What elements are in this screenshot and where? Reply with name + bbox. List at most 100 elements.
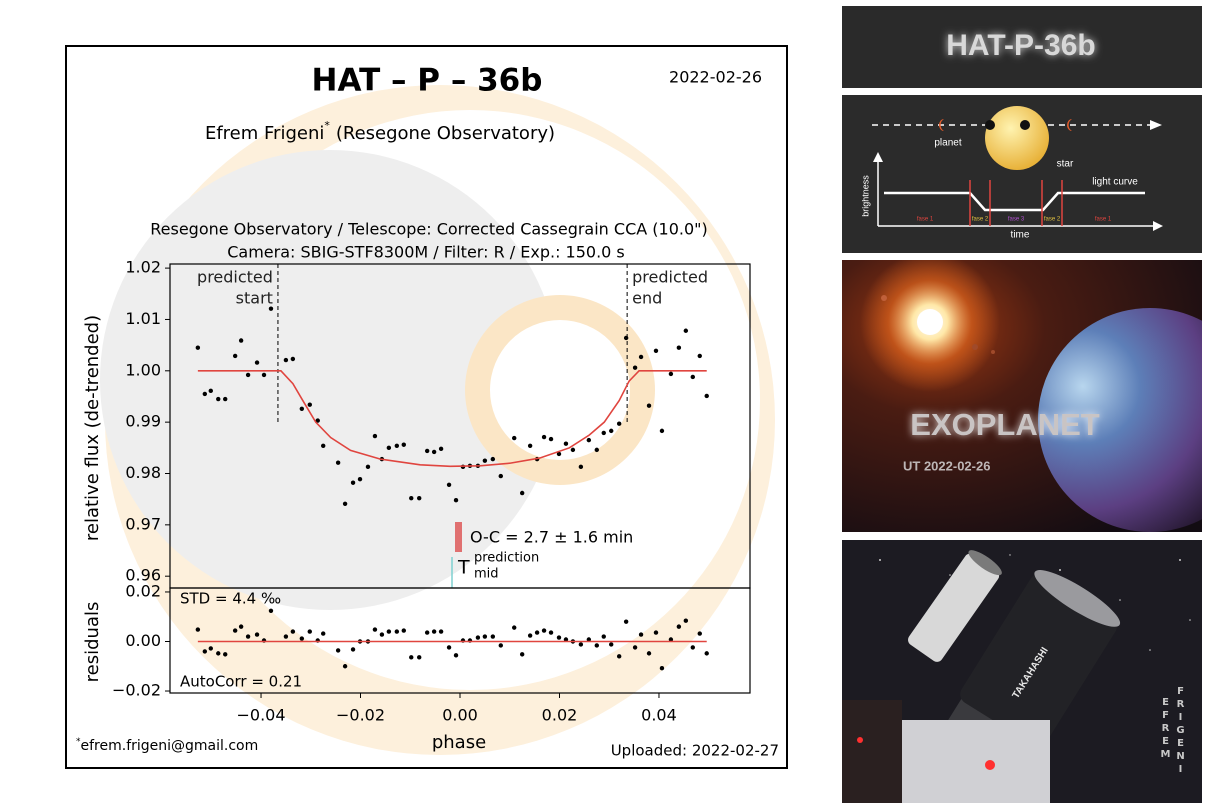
data-point [438,629,444,634]
data-point [335,648,341,653]
data-point [299,406,305,411]
data-point [570,447,576,453]
author-mark: * [324,119,330,132]
data-point [394,629,400,634]
y-tick-label: 0.97 [125,514,161,533]
data-point [431,629,437,634]
email-mark: * [76,737,81,747]
data-point [424,448,430,454]
o-c-bar [455,522,462,552]
data-point [254,632,260,637]
o-c-label: O-C = 2.7 ± 1.6 min [470,528,633,547]
data-point [704,651,709,656]
data-point [232,628,238,633]
x-axis-label: phase [432,732,486,753]
data-point [512,435,517,441]
data-point [394,443,400,448]
data-point [609,642,614,647]
data-point [609,428,614,434]
data-point [417,495,422,501]
data-point [586,437,592,443]
data-point [653,348,659,353]
data-point [216,651,221,656]
data-point [379,632,385,637]
y-tick-label: 0.98 [125,463,161,482]
data-point [195,627,201,632]
tmid-symbol: T [457,557,470,579]
data-point [527,443,533,448]
data-point [586,637,592,642]
frame [65,45,788,769]
data-point [365,464,371,470]
data-point [216,396,221,402]
photo-credit: FRIGENI [1175,686,1186,777]
data-point [357,476,363,482]
data-point [690,645,695,650]
data-point [223,396,228,402]
setup-line: Resegone Observatory / Telescope: Correc… [150,220,708,239]
x-tick-label: 0.04 [641,706,677,725]
data-point [283,357,289,363]
banner-panel [842,6,1202,88]
data-point [659,666,665,671]
data-point [519,652,525,657]
plot-frame [169,587,751,694]
photo: TAKAHASHI EFREM FRIGENI [842,540,1202,803]
data-point [638,632,644,637]
data-point [697,353,702,359]
data-point [342,501,348,506]
data-point [335,460,341,465]
transit-diagram: planet star light curve brightness time … [842,95,1202,253]
data-point [290,356,296,362]
photo-credit: EFREM [1160,697,1171,762]
poster-title: EXOPLANET [910,407,1100,442]
data-point [283,634,289,639]
data-point [683,618,689,623]
chart-date: 2022-02-26 [669,68,762,87]
data-point [475,635,481,640]
y-tick-label: 0.96 [125,566,161,585]
data-point [268,306,274,311]
observatory: (Resegone Observatory) [336,123,555,144]
data-point [299,636,305,641]
data-point [690,374,695,380]
data-point [372,627,378,632]
data-point [424,630,430,635]
data-point [556,635,562,640]
watermark [100,85,775,755]
data-point [541,434,547,440]
autocorr-label: AutoCorr = 0.21 [180,673,302,691]
data-point [245,634,251,639]
phase-label: fase 1 [917,217,934,223]
setup-line: Camera: SBIG-STF8300M / Filter: R / Exp.… [227,243,625,262]
data-point [548,630,554,635]
data-point [202,391,208,397]
data-point [386,445,392,451]
data-point [342,664,348,669]
banner-title: HAT-P-36b [946,29,1095,62]
data-point [490,634,496,639]
data-point [676,624,682,629]
data-point [290,629,296,634]
data-point [623,335,629,341]
data-point [195,345,201,350]
data-point [307,629,312,634]
data-point [563,637,569,642]
data-point [594,643,599,648]
data-point [307,402,312,407]
data-point [409,655,414,660]
data-point [578,642,584,647]
annotation-label: predicted [632,268,708,287]
data-point [659,428,665,434]
data-point [372,433,378,439]
data-point [498,473,503,479]
data-point [512,625,517,630]
x-tick-label: −0.02 [336,706,385,725]
data-point [417,655,422,660]
data-point [541,628,547,633]
data-point [254,360,260,365]
data-point [386,629,392,634]
data-point [321,443,326,448]
x-tick-label: 0.00 [442,706,478,725]
